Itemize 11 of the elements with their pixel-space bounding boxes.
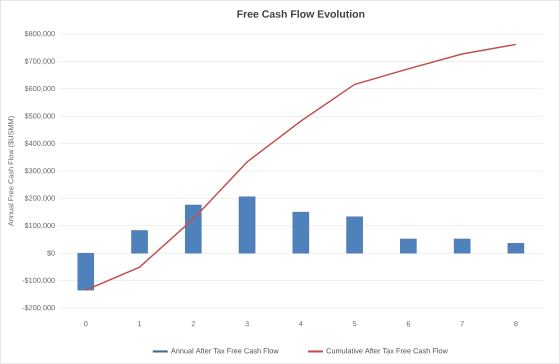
bar [346, 216, 363, 254]
bar [185, 204, 202, 254]
bar [400, 238, 417, 254]
bar [131, 230, 148, 254]
bar [238, 196, 256, 254]
line-series [85, 44, 517, 292]
bar [292, 212, 310, 254]
bar [508, 243, 524, 254]
bar [77, 253, 94, 291]
bar [454, 238, 470, 254]
chart-title: Free Cash Flow Evolution [237, 10, 364, 18]
